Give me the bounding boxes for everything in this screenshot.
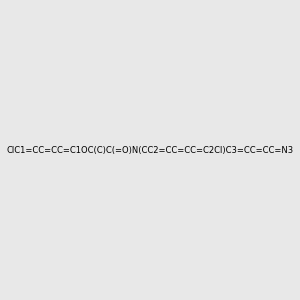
Text: ClC1=CC=CC=C1OC(C)C(=O)N(CC2=CC=CC=C2Cl)C3=CC=CC=N3: ClC1=CC=CC=C1OC(C)C(=O)N(CC2=CC=CC=C2Cl)… xyxy=(6,146,294,154)
